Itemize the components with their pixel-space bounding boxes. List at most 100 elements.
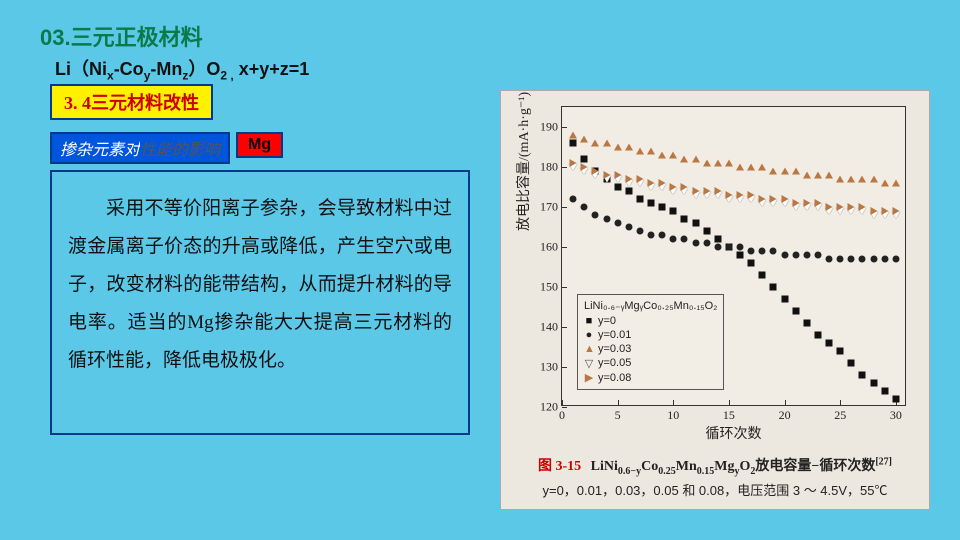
data-point xyxy=(781,252,788,259)
data-point xyxy=(714,187,721,195)
data-point xyxy=(703,228,710,235)
data-point xyxy=(658,152,666,159)
data-point xyxy=(759,272,766,279)
figure-caption-main: LiNi0.6−yCo0.25Mn0.15MgyO2放电容量−循环次数[27] xyxy=(591,459,892,474)
data-point xyxy=(803,320,810,327)
body-paragraph: 采用不等价阳离子参杂，会导致材料中过渡金属离子价态的升高或降低，产生空穴或电子，… xyxy=(68,190,452,380)
x-tick: 30 xyxy=(890,408,902,423)
data-point xyxy=(792,168,800,175)
y-axis-label: 放电比容量/(mA·h·g⁻¹) xyxy=(513,92,533,231)
legend-item: ●y=0.01 xyxy=(584,328,717,342)
data-point xyxy=(770,195,777,203)
data-point xyxy=(737,191,744,199)
data-point xyxy=(814,199,821,207)
data-point xyxy=(614,171,621,179)
data-point xyxy=(792,199,799,207)
data-point xyxy=(792,308,799,315)
tag-topic-b: 性能的影响 xyxy=(140,136,220,160)
legend-title: LiNi₀.₆₋ᵧMgᵧCo₀.₂₅Mn₀.₁₅O₂ xyxy=(584,299,717,312)
tag-row: 掺杂元素对性能的影响 Mg xyxy=(50,132,283,164)
body-text: 采用不等价阳离子参杂，会导致材料中过渡金属离子价态的升高或降低，产生空穴或电子，… xyxy=(50,170,470,435)
data-point xyxy=(770,248,777,255)
y-tick: 160 xyxy=(532,240,558,255)
data-point xyxy=(759,248,766,255)
data-point xyxy=(848,203,855,211)
x-tick: 15 xyxy=(723,408,735,423)
tag-topic: 掺杂元素对性能的影响 xyxy=(50,132,230,164)
data-point xyxy=(648,232,655,239)
data-point xyxy=(692,156,700,163)
data-point xyxy=(614,220,621,227)
data-point xyxy=(570,159,577,167)
data-point xyxy=(625,144,633,151)
data-point xyxy=(837,348,844,355)
data-point xyxy=(681,236,688,243)
data-point xyxy=(747,164,755,171)
data-point xyxy=(570,196,577,203)
data-point xyxy=(826,256,833,263)
data-point xyxy=(837,256,844,263)
chart-container: 放电比容量/(mA·h·g⁻¹) 循环次数 LiNi₀.₆₋ᵧMgᵧCo₀.₂₅… xyxy=(500,90,930,510)
data-point xyxy=(603,171,610,179)
data-point xyxy=(725,160,733,167)
data-point xyxy=(659,179,666,187)
data-point xyxy=(692,220,699,227)
data-point xyxy=(781,168,789,175)
data-point xyxy=(892,207,899,215)
y-tick: 130 xyxy=(532,360,558,375)
x-tick: 10 xyxy=(667,408,679,423)
legend-item: ■y=0 xyxy=(584,314,717,328)
data-point xyxy=(881,207,888,215)
data-point xyxy=(803,172,811,179)
legend-item: ▶y=0.08 xyxy=(584,371,717,385)
data-point xyxy=(692,240,699,247)
data-point xyxy=(636,175,643,183)
data-point xyxy=(703,187,710,195)
data-point xyxy=(591,140,599,147)
data-point xyxy=(803,252,810,259)
data-point xyxy=(636,148,644,155)
data-point xyxy=(680,156,688,163)
data-point xyxy=(825,172,833,179)
data-point xyxy=(647,148,655,155)
data-point xyxy=(803,199,810,207)
data-point xyxy=(714,236,721,243)
data-point xyxy=(648,179,655,187)
x-tick: 5 xyxy=(615,408,621,423)
legend-item: ▲y=0.03 xyxy=(584,342,717,356)
data-point xyxy=(792,252,799,259)
data-point xyxy=(758,164,766,171)
data-point xyxy=(725,191,732,199)
data-point xyxy=(748,191,755,199)
data-point xyxy=(670,208,677,215)
data-point xyxy=(636,196,643,203)
plot-area: 循环次数 LiNi₀.₆₋ᵧMgᵧCo₀.₂₅Mn₀.₁₅O₂ ■y=0●y=0… xyxy=(561,106,906,406)
data-point xyxy=(581,204,588,211)
data-point xyxy=(614,144,622,151)
data-point xyxy=(837,203,844,211)
y-tick: 150 xyxy=(532,280,558,295)
data-point xyxy=(870,207,877,215)
data-point xyxy=(748,248,755,255)
x-tick: 0 xyxy=(559,408,565,423)
data-point xyxy=(736,164,744,171)
data-point xyxy=(737,244,744,251)
data-point xyxy=(636,228,643,235)
data-point xyxy=(625,188,632,195)
data-point xyxy=(669,152,677,159)
figure-subcaption: y=0，0.01，0.03，0.05 和 0.08，电压范围 3 ～ 4.5V，… xyxy=(511,480,919,499)
data-point xyxy=(714,160,722,167)
data-point xyxy=(681,183,688,191)
data-point xyxy=(770,284,777,291)
tag-topic-a: 掺杂元素对 xyxy=(60,136,140,160)
data-point xyxy=(848,256,855,263)
data-point xyxy=(681,216,688,223)
data-point xyxy=(892,180,900,187)
data-point xyxy=(870,256,877,263)
data-point xyxy=(737,252,744,259)
data-point xyxy=(881,388,888,395)
data-point xyxy=(814,252,821,259)
x-tick: 20 xyxy=(779,408,791,423)
data-point xyxy=(881,256,888,263)
data-point xyxy=(703,160,711,167)
